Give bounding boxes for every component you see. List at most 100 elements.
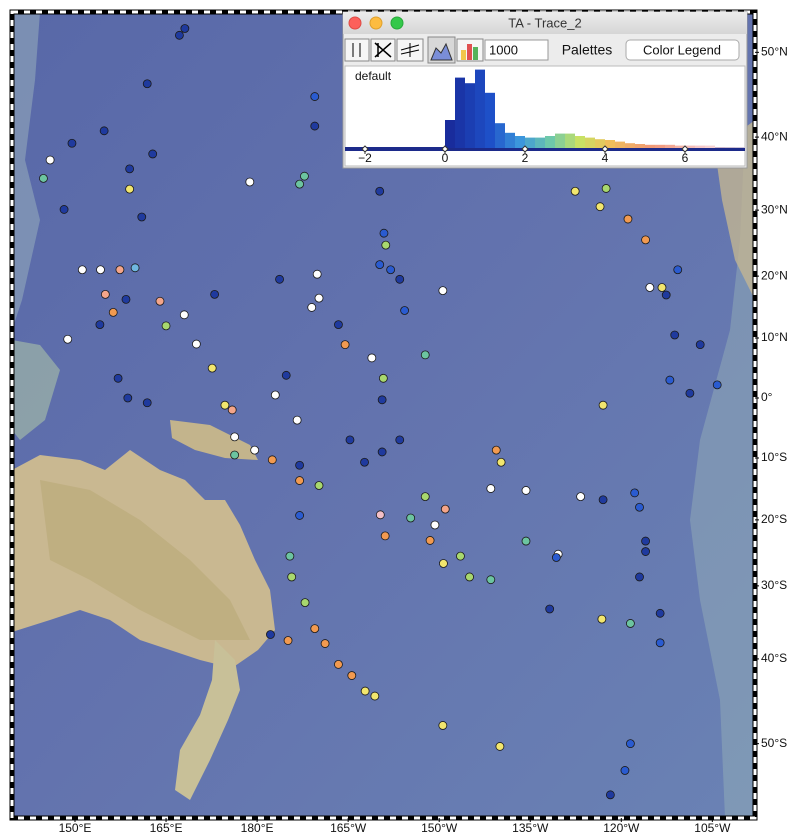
station <box>310 92 320 101</box>
station <box>230 432 240 442</box>
station <box>626 619 635 628</box>
histogram-bar <box>635 144 645 148</box>
station <box>310 121 320 131</box>
histogram-bar <box>475 69 485 148</box>
station <box>191 339 201 349</box>
station <box>100 289 110 299</box>
station <box>570 186 580 196</box>
station <box>267 455 277 465</box>
station <box>77 265 87 275</box>
color-legend-button[interactable] <box>625 39 740 61</box>
station <box>125 164 135 174</box>
station <box>347 671 357 680</box>
histogram-bar <box>525 137 535 148</box>
land <box>12 340 60 440</box>
close-button[interactable] <box>348 16 362 30</box>
station <box>220 400 230 410</box>
histogram-bar <box>565 133 575 148</box>
land-relief <box>40 480 250 640</box>
station <box>438 286 448 296</box>
station <box>210 289 220 299</box>
stations <box>39 24 722 800</box>
station <box>673 265 683 275</box>
station <box>310 624 320 634</box>
station <box>595 202 605 212</box>
station <box>655 638 665 648</box>
histogram-bar <box>585 137 595 148</box>
station <box>370 691 380 701</box>
station <box>155 296 165 306</box>
histogram-bar <box>495 123 505 148</box>
station <box>465 572 474 582</box>
station <box>605 790 615 800</box>
station <box>386 265 396 275</box>
station <box>430 520 440 530</box>
y-tick-label: 40°S <box>761 651 787 665</box>
station <box>685 388 695 398</box>
tool-button[interactable] <box>344 38 370 62</box>
y-tick-label: 50°N <box>761 45 788 59</box>
histogram-bar <box>665 144 675 148</box>
station <box>295 179 304 189</box>
icon <box>467 44 472 60</box>
station <box>440 504 450 514</box>
station <box>486 484 496 493</box>
x-tick-label: 135°W <box>512 821 549 835</box>
zoom-button[interactable] <box>390 16 404 30</box>
station <box>250 445 260 455</box>
station <box>295 511 304 520</box>
count-value: 1000 <box>489 42 518 57</box>
station <box>375 186 385 196</box>
histogram-bar <box>445 120 455 148</box>
x-tick-label: 4 <box>602 151 609 165</box>
station <box>39 173 48 183</box>
station <box>381 240 391 250</box>
station <box>378 373 388 383</box>
baseline-bar <box>345 147 745 151</box>
y-tick-label: 40°N <box>761 129 788 143</box>
minimize-button[interactable] <box>369 16 383 30</box>
y-tick-label: 10°S <box>761 450 787 464</box>
station <box>314 481 324 490</box>
station <box>295 460 304 470</box>
station <box>67 138 77 148</box>
station <box>521 486 531 495</box>
station <box>661 290 671 300</box>
icon <box>461 50 466 60</box>
station <box>655 608 665 618</box>
histogram-bar <box>535 137 545 148</box>
station <box>180 24 190 33</box>
station <box>227 405 237 415</box>
icon <box>473 47 478 60</box>
station <box>576 492 586 502</box>
x-tick-label: 165°E <box>150 821 183 835</box>
station <box>99 126 109 136</box>
histogram-bar <box>545 136 555 148</box>
count-input[interactable] <box>484 39 549 61</box>
station <box>439 559 448 568</box>
histogram-bar <box>595 139 605 148</box>
histogram-bar <box>515 136 525 148</box>
histogram-bar <box>625 143 635 148</box>
station <box>314 293 324 303</box>
tick-diamond <box>681 145 689 153</box>
station <box>635 502 644 512</box>
station <box>123 393 133 403</box>
station <box>345 435 355 445</box>
station <box>375 260 385 270</box>
histogram-bar <box>605 140 615 148</box>
station <box>300 598 310 608</box>
station <box>425 536 435 545</box>
station <box>148 149 158 159</box>
station <box>626 739 635 749</box>
station <box>207 363 217 373</box>
ridge <box>690 120 755 818</box>
x-tick-label: 6 <box>682 151 689 165</box>
station <box>300 171 309 181</box>
station <box>597 614 607 624</box>
station <box>712 380 722 390</box>
station <box>620 766 630 775</box>
histogram-bar <box>675 145 685 148</box>
station <box>115 265 125 275</box>
x-tick-label: −2 <box>358 151 372 165</box>
